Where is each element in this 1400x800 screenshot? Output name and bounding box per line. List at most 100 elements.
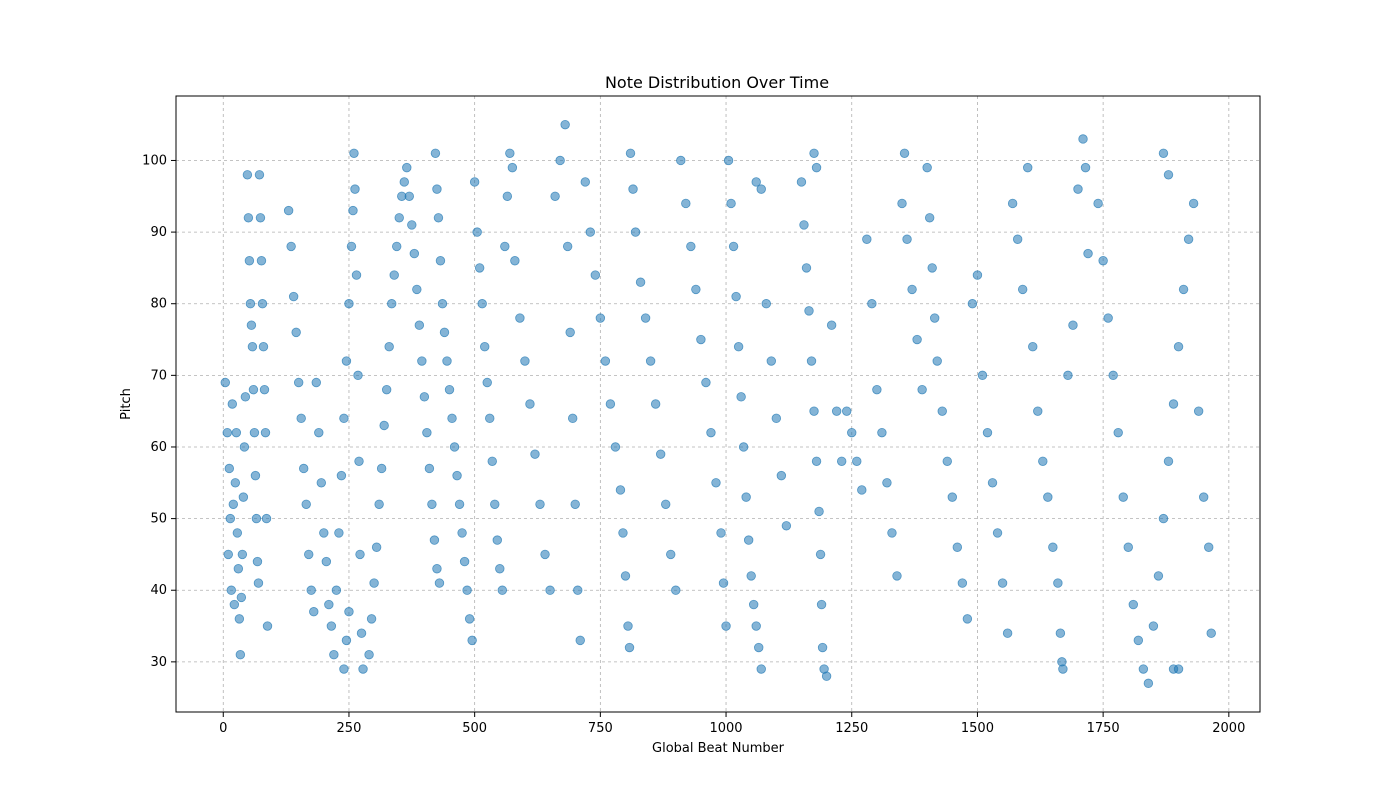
data-point <box>224 463 234 474</box>
data-point <box>341 356 352 366</box>
data-point <box>1206 628 1216 638</box>
data-point <box>234 614 245 624</box>
y-tick-label: 40 <box>150 583 167 598</box>
data-point <box>811 162 822 173</box>
data-point <box>535 499 545 509</box>
y-tick-label: 70 <box>150 368 167 383</box>
data-point <box>350 184 360 194</box>
data-point <box>1098 256 1108 266</box>
y-tick-label: 60 <box>150 440 167 455</box>
data-point <box>462 585 472 595</box>
y-axis-ticks: 30 40 50 60 70 80 90 100 <box>142 153 176 670</box>
data-point <box>716 528 726 538</box>
data-point <box>738 442 749 452</box>
data-point <box>1063 370 1073 381</box>
data-point <box>555 155 565 166</box>
data-point <box>967 299 978 309</box>
data-point <box>354 456 364 467</box>
data-point <box>1153 571 1164 581</box>
data-point <box>743 535 754 545</box>
data-point <box>887 528 897 538</box>
data-point <box>1178 284 1189 295</box>
data-point <box>736 392 746 402</box>
data-point <box>530 449 540 459</box>
data-point <box>424 463 435 474</box>
data-point <box>326 621 337 631</box>
data-point <box>595 313 606 323</box>
x-tick-label: 500 <box>462 721 487 736</box>
x-axis-label: Global Beat Number <box>652 741 785 756</box>
data-point <box>661 499 671 509</box>
data-point <box>718 578 729 588</box>
data-point <box>701 377 711 388</box>
data-point <box>1143 678 1154 689</box>
data-point <box>482 377 492 388</box>
data-point <box>339 413 349 424</box>
data-point <box>751 621 761 631</box>
data-point <box>220 377 230 388</box>
data-point <box>1118 492 1128 502</box>
data-point <box>882 478 892 488</box>
data-point <box>457 528 467 538</box>
data-point <box>580 177 590 187</box>
data-point <box>429 535 440 545</box>
x-tick-label: 1500 <box>961 721 994 736</box>
data-point <box>867 299 877 309</box>
data-point <box>1068 320 1078 330</box>
data-point <box>545 585 555 595</box>
data-point <box>358 664 368 674</box>
data-point <box>239 442 250 452</box>
data-point <box>427 499 437 509</box>
data-point <box>520 356 530 366</box>
data-point <box>432 184 442 194</box>
data-point <box>286 241 296 252</box>
data-point <box>1053 578 1063 588</box>
data-point <box>257 299 268 309</box>
data-point <box>567 413 578 424</box>
data-point <box>444 384 455 395</box>
data-point <box>434 578 445 588</box>
data-point <box>842 406 852 416</box>
data-point <box>454 499 465 509</box>
data-point <box>635 277 646 287</box>
data-point <box>600 356 611 366</box>
data-point <box>384 341 394 352</box>
data-point <box>223 549 233 560</box>
data-point <box>620 571 631 581</box>
data-point <box>1038 456 1048 467</box>
y-tick-label: 30 <box>150 655 167 670</box>
data-point <box>394 213 404 223</box>
data-point <box>630 227 641 237</box>
data-point <box>540 549 550 560</box>
data-point <box>243 213 254 223</box>
data-point <box>801 263 812 273</box>
data-point <box>671 585 681 595</box>
data-point <box>924 213 935 223</box>
data-point <box>296 413 306 424</box>
data-point <box>245 299 256 309</box>
data-point <box>1168 399 1179 409</box>
data-point <box>666 549 676 560</box>
data-point <box>314 427 324 438</box>
data-point <box>1103 313 1113 323</box>
data-point <box>831 406 842 416</box>
data-point <box>942 456 952 467</box>
data-point <box>344 607 354 617</box>
data-point <box>222 427 232 438</box>
data-point <box>1158 148 1169 159</box>
data-point <box>872 384 882 395</box>
gridlines <box>176 96 1260 712</box>
data-point <box>756 184 766 194</box>
data-point <box>233 564 244 574</box>
data-point <box>766 356 776 366</box>
data-point <box>369 578 379 588</box>
data-point <box>892 571 902 581</box>
data-point <box>706 427 716 438</box>
data-point <box>293 377 304 388</box>
y-tick-label: 80 <box>150 297 167 312</box>
data-point <box>814 506 824 517</box>
data-point <box>1173 341 1184 352</box>
data-point <box>495 564 505 574</box>
data-point <box>437 299 448 309</box>
data-point <box>1073 184 1083 194</box>
